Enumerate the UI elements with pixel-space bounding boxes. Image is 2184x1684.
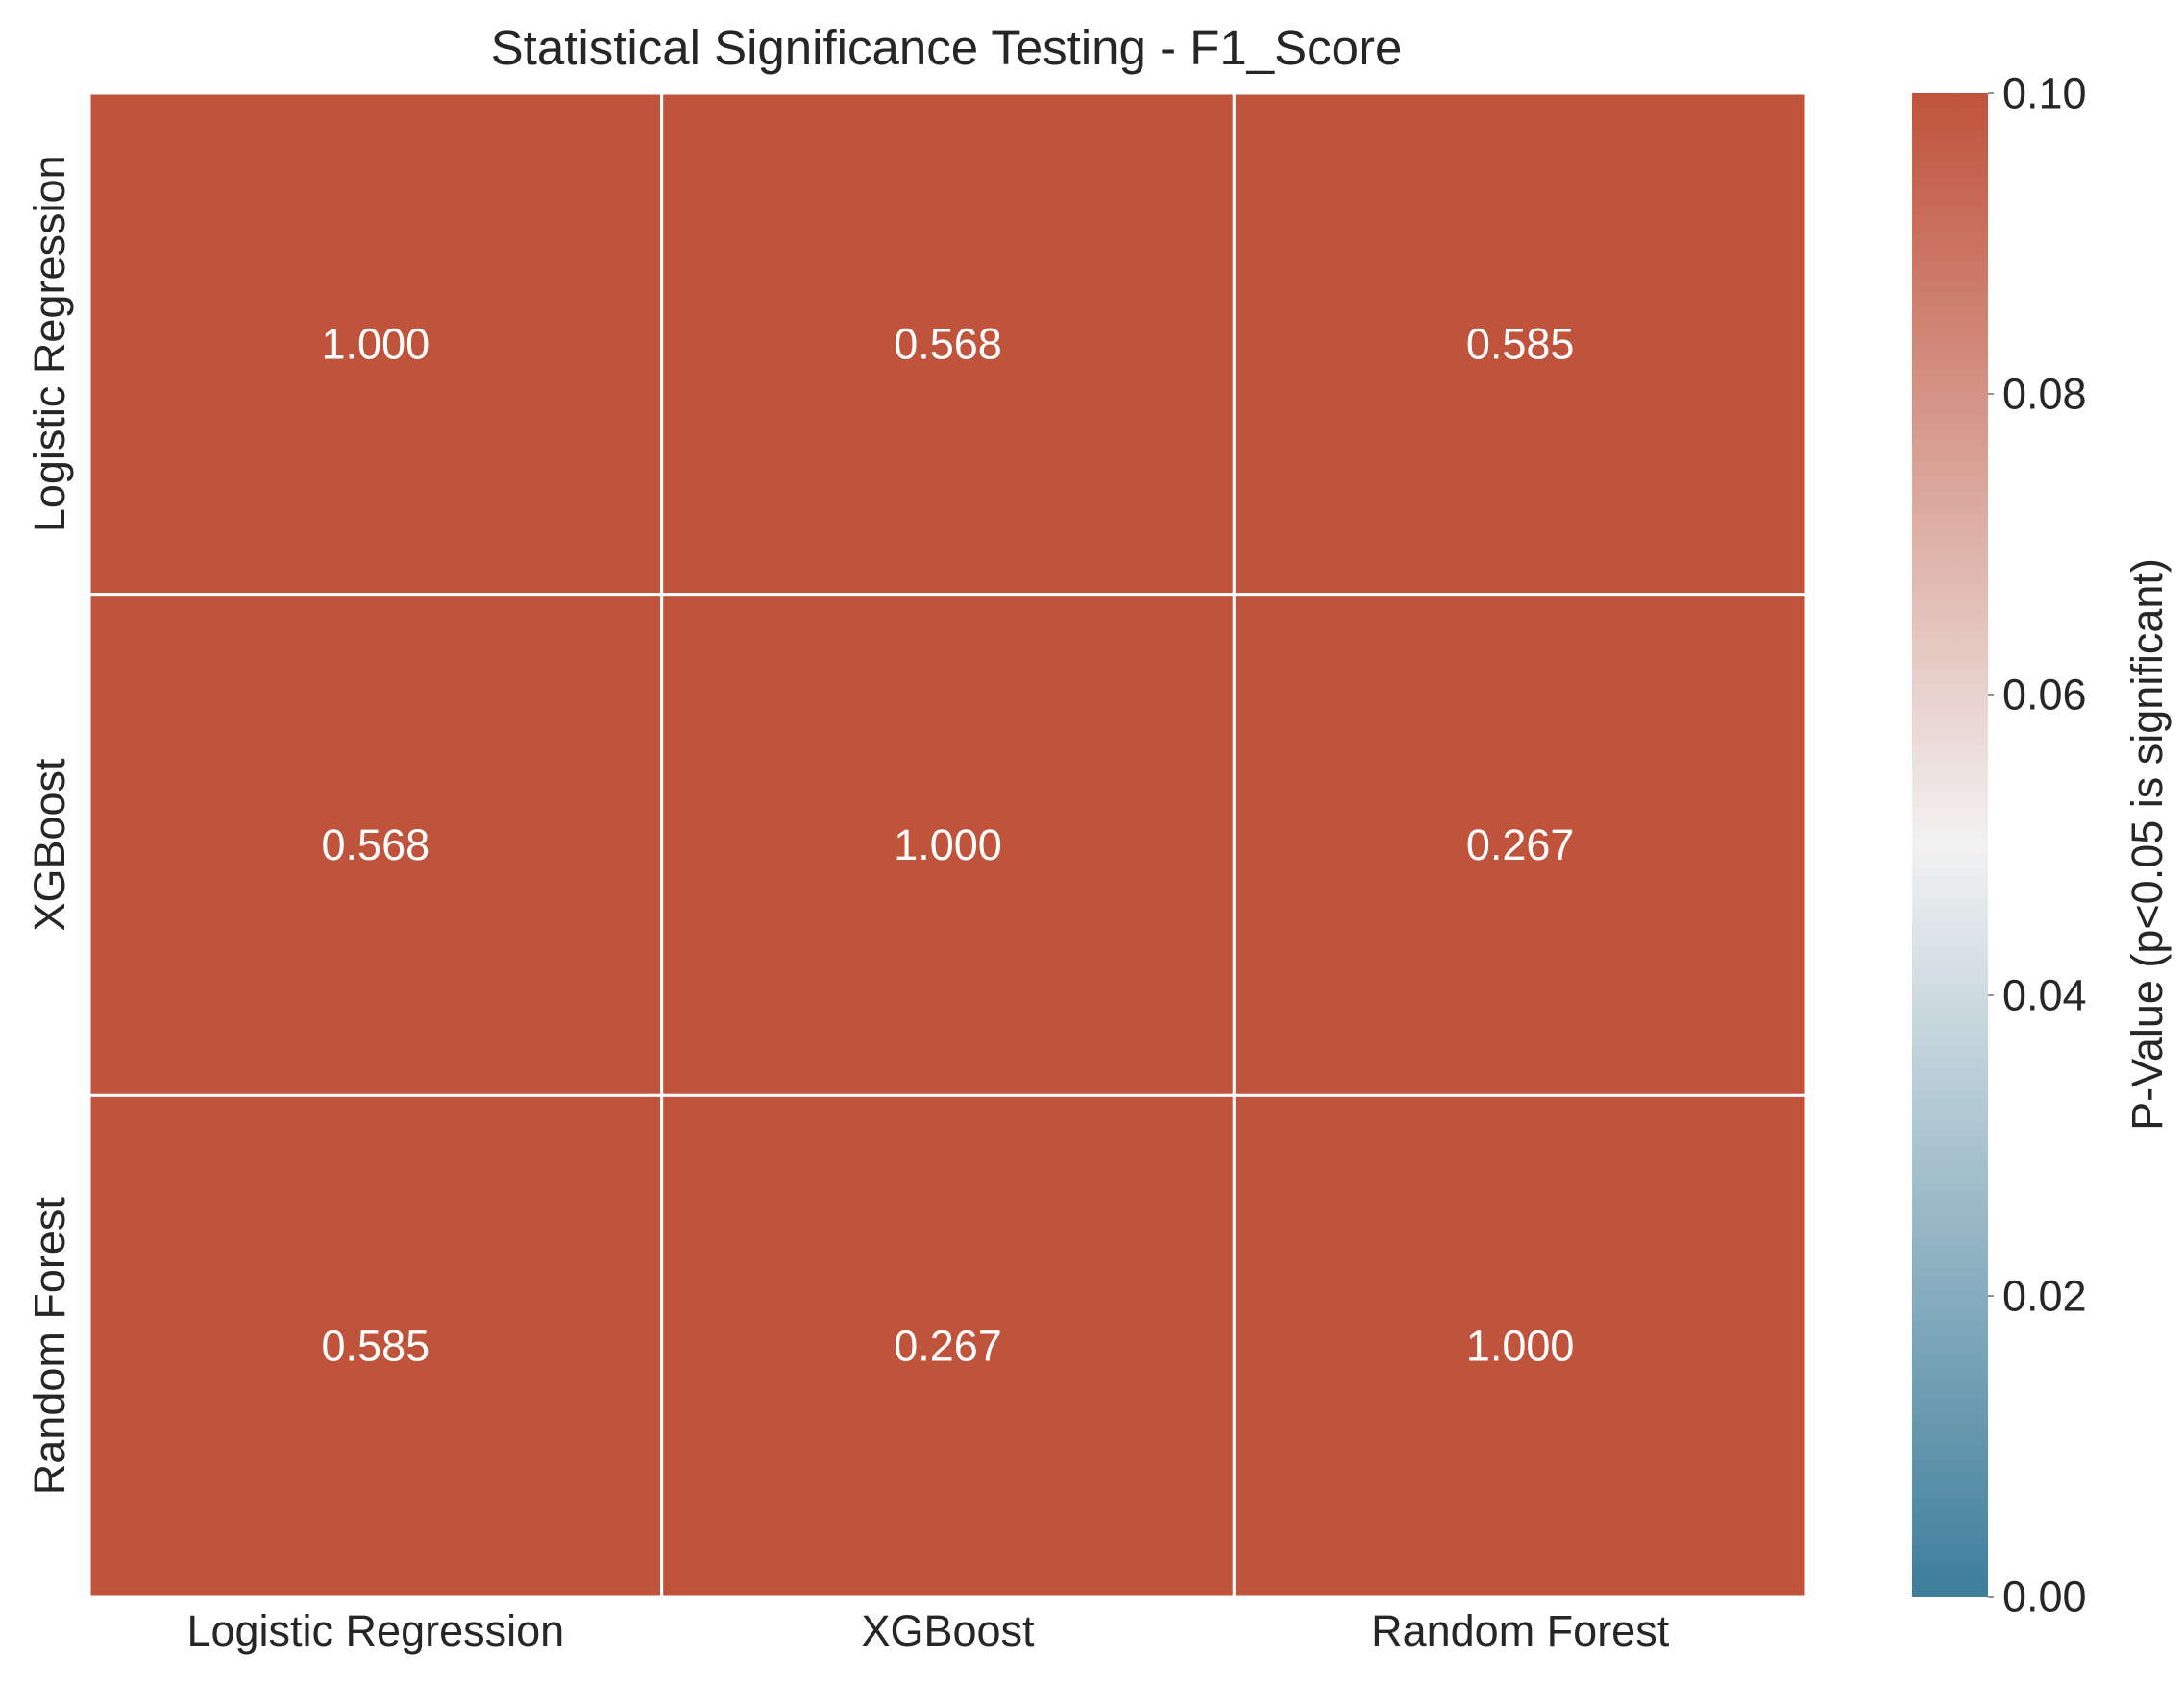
- colorbar-tick-label: 0.06: [2002, 671, 2087, 720]
- heatmap-cell: [1232, 593, 1808, 1097]
- heatmap-cell: [660, 91, 1236, 597]
- y-tick-label: Random Forest: [25, 1197, 74, 1496]
- y-tick-label: XGBoost: [25, 758, 74, 932]
- cell-value-label: 0.568: [894, 319, 1002, 368]
- colorbar-ticks: 0.00 0.02 0.04 0.06 0.08 0.10: [1988, 69, 2087, 1622]
- heatmap-cell: [87, 593, 664, 1097]
- colorbar-tick-label: 0.00: [2002, 1573, 2087, 1622]
- cell-value-label: 0.568: [322, 820, 430, 869]
- x-tick-label: Logistic Regression: [186, 1606, 564, 1655]
- colorbar-tick-label: 0.08: [2002, 370, 2087, 419]
- x-tick-labels: Logistic Regression XGBoost Random Forest: [186, 1606, 1669, 1655]
- heatmap-cell: [660, 1093, 1236, 1599]
- heatmap-cell: [87, 1093, 664, 1599]
- heatmap-cell: [87, 91, 664, 597]
- heatmap-cell-labels: 1.000 0.568 0.585 0.568 1.000 0.267 0.585 0.267…: [322, 319, 1575, 1370]
- cell-value-label: 0.585: [1466, 319, 1575, 368]
- x-tick-label: Random Forest: [1371, 1606, 1670, 1655]
- cell-value-label: 0.585: [322, 1322, 430, 1371]
- heatmap-cells: [87, 91, 1808, 1599]
- x-tick-label: XGBoost: [861, 1606, 1035, 1655]
- cell-value-label: 1.000: [322, 319, 430, 368]
- colorbar-label: P-Value (p<0.05 is significant): [2123, 558, 2172, 1131]
- y-tick-labels: Logistic Regression XGBoost Random Forest: [25, 155, 74, 1495]
- cell-value-label: 0.267: [1466, 820, 1575, 869]
- cell-value-label: 1.000: [894, 820, 1002, 869]
- y-tick-label: Logistic Regression: [25, 155, 74, 532]
- cell-value-label: 0.267: [894, 1322, 1002, 1371]
- colorbar: [1912, 93, 1988, 1597]
- chart-title: Statistical Significance Testing - F1_Sc…: [491, 20, 1403, 75]
- colorbar-tick-label: 0.10: [2002, 69, 2087, 118]
- heatmap-cell: [1232, 1093, 1808, 1599]
- colorbar-tick-label: 0.04: [2002, 971, 2087, 1020]
- heatmap-cell: [1232, 91, 1808, 597]
- cell-value-label: 1.000: [1466, 1322, 1575, 1371]
- colorbar-tick-label: 0.02: [2002, 1272, 2087, 1321]
- heatmap-cell: [660, 593, 1236, 1097]
